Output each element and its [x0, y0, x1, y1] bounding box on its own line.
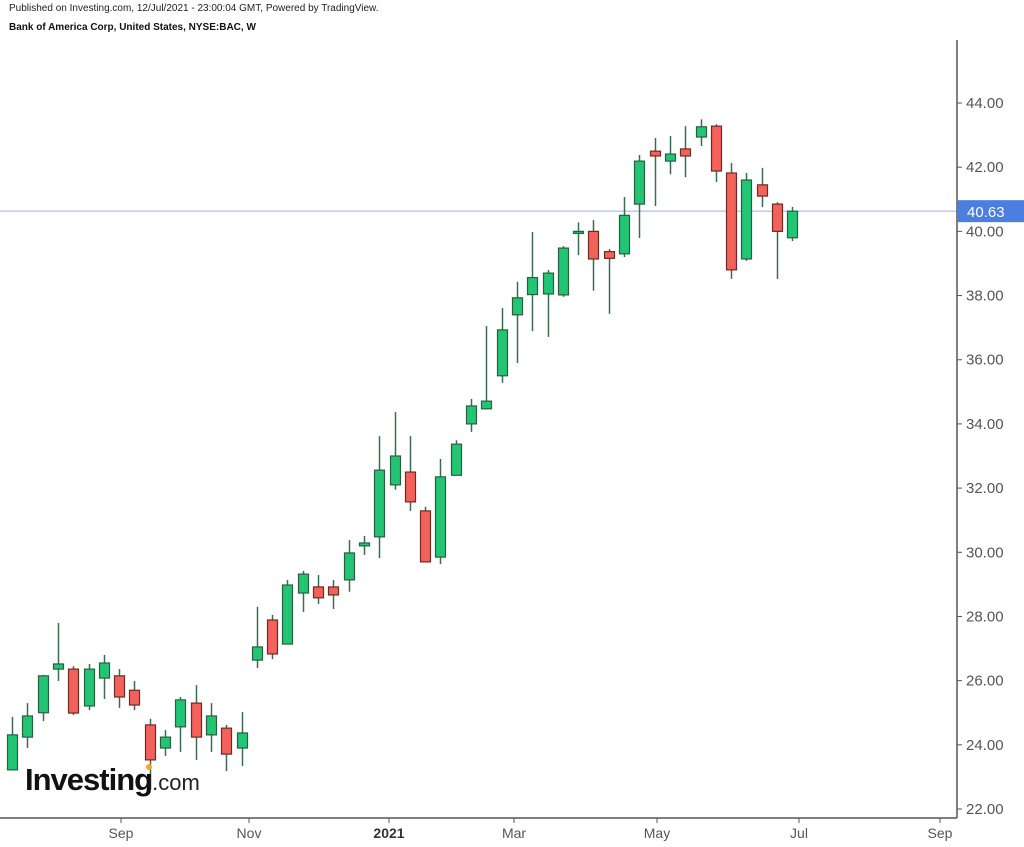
y-tick-label: 40.00	[966, 223, 1004, 240]
investing-logo: Investing.com	[25, 762, 200, 798]
candle	[37, 674, 50, 722]
candle	[756, 167, 769, 207]
logo-main: Investing	[25, 762, 153, 797]
candle	[83, 663, 96, 711]
last-price-value: 40.63	[967, 204, 1005, 221]
candle	[679, 126, 692, 178]
candle	[419, 506, 432, 563]
candle	[480, 326, 493, 410]
candle	[159, 730, 172, 757]
candle	[190, 685, 203, 760]
candles	[6, 119, 799, 790]
candle	[572, 222, 585, 256]
y-tick-label: 36.00	[966, 352, 1004, 369]
candle	[771, 202, 784, 279]
instrument-title: Bank of America Corp, United States, NYS…	[9, 22, 256, 33]
candle	[281, 579, 294, 645]
candle	[389, 412, 402, 490]
candle	[144, 718, 157, 790]
x-tick-label: 2021	[373, 825, 404, 841]
y-tick-label: 42.00	[966, 159, 1004, 176]
x-tick-label: May	[644, 825, 670, 841]
candle	[740, 172, 753, 261]
published-caption: Published on Investing.com, 12/Jul/2021 …	[9, 3, 379, 14]
candle	[434, 458, 447, 565]
candle	[251, 606, 264, 669]
y-axis-ticks: 22.00 24.00 26.00 28.00 30.00 32.00 34.00 36.00…	[957, 95, 1004, 818]
y-tick-label: 26.00	[966, 673, 1004, 690]
y-tick-label: 38.00	[966, 288, 1004, 305]
candle	[450, 440, 463, 476]
candle	[786, 206, 799, 242]
candle	[327, 579, 340, 610]
y-tick-label: 24.00	[966, 737, 1004, 754]
candle	[496, 308, 509, 383]
candle	[312, 575, 325, 604]
candle	[52, 622, 65, 681]
candle	[343, 540, 356, 592]
candle	[511, 281, 524, 363]
y-tick-label: 34.00	[966, 416, 1004, 433]
candle	[205, 703, 218, 752]
x-axis-ticks: Sep Nov 2021 Mar May Jul Sep	[109, 818, 953, 841]
candle	[297, 570, 310, 612]
candle	[603, 249, 616, 314]
y-tick-label: 28.00	[966, 608, 1004, 625]
candle	[404, 436, 417, 511]
candle	[67, 666, 80, 715]
logo-dot-icon	[146, 764, 152, 770]
candle	[465, 398, 478, 432]
x-tick-label: Sep	[109, 825, 134, 841]
x-tick-label: Mar	[502, 825, 526, 841]
y-tick-label: 30.00	[966, 544, 1004, 561]
candle	[633, 155, 646, 239]
candle	[113, 669, 126, 708]
candle	[587, 220, 600, 291]
logo-suffix: .com	[152, 770, 200, 795]
x-tick-label: Sep	[928, 825, 953, 841]
candle	[266, 614, 279, 660]
y-tick-label: 44.00	[966, 95, 1004, 112]
candle	[98, 654, 111, 699]
axes	[0, 40, 958, 819]
candle	[236, 712, 249, 766]
candle	[710, 124, 723, 182]
candle	[664, 136, 677, 175]
x-tick-label: Jul	[790, 825, 808, 841]
candle	[557, 246, 570, 297]
candle	[725, 163, 738, 279]
candle	[618, 197, 631, 258]
candle	[220, 724, 233, 772]
candle	[373, 436, 386, 559]
y-tick-label: 22.00	[966, 801, 1004, 818]
y-tick-label: 32.00	[966, 480, 1004, 497]
candle	[21, 703, 34, 749]
candle	[6, 716, 19, 771]
candle	[695, 119, 708, 147]
candle	[358, 535, 371, 555]
candle	[174, 697, 187, 752]
candle	[649, 137, 662, 207]
candle	[542, 269, 555, 337]
x-tick-label: Nov	[237, 825, 262, 841]
candle	[526, 232, 539, 332]
last-price-badge: 40.63	[957, 200, 1024, 223]
candle	[128, 680, 141, 711]
